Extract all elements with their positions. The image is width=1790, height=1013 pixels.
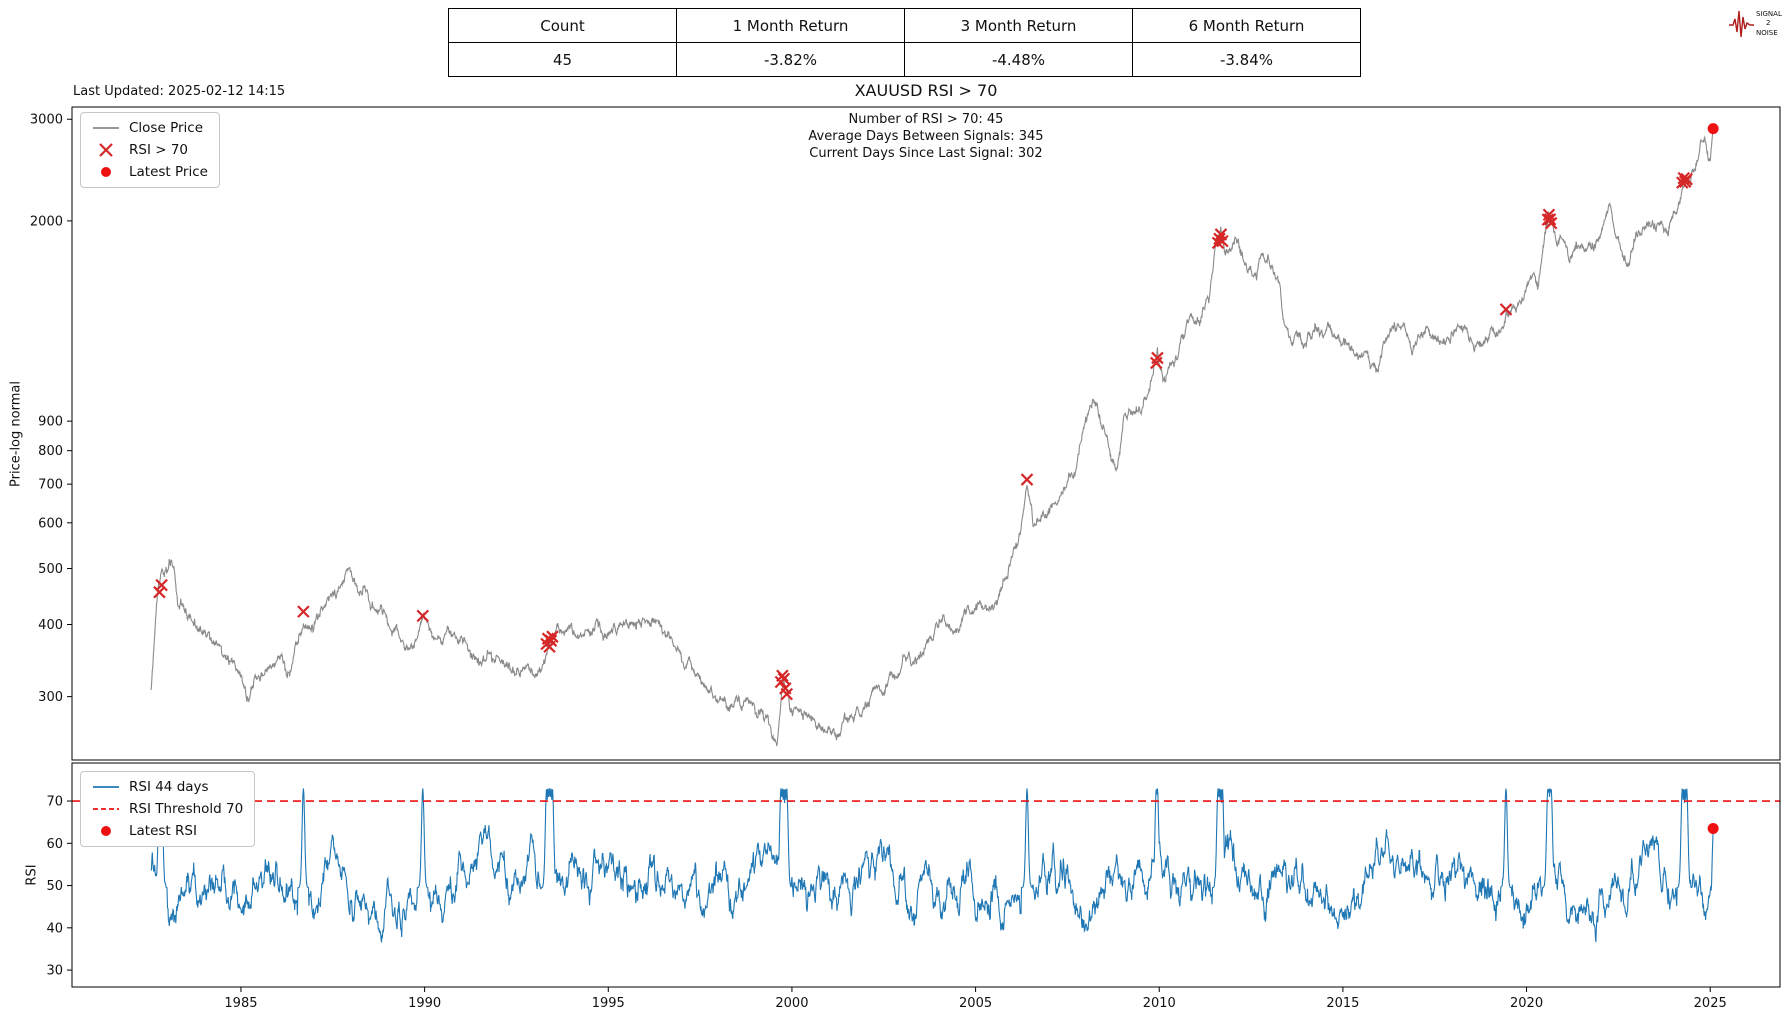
signal-x-marker [546,630,559,643]
price-y-tick-label: 400 [38,618,63,633]
rsi-y-tick-label: 40 [46,921,63,936]
x-tick-label: 2020 [1510,996,1543,1011]
return-3m-value: -4.48% [904,42,1133,77]
rsi-axis-label: RSI [24,864,40,886]
signal-x-marker [416,609,430,623]
legend-item-rsi-line: RSI 44 days [92,779,243,795]
rsi-threshold-dash-icon [92,803,120,815]
rsi-line [150,788,1714,943]
rsi-line-icon [92,781,120,793]
legend-item-latest-price: Latest Price [92,164,208,180]
waveform-icon [1729,10,1754,38]
price-y-tick-label: 3000 [30,113,63,128]
signal-x-marker [1544,216,1558,230]
price-y-tick-label: 600 [38,516,63,531]
price-y-tick-label: 500 [38,562,63,577]
rsi-signal-x-icon [92,143,120,157]
legend-label-rsi-line: RSI 44 days [129,779,209,795]
signal-x-marker [1020,473,1034,486]
legend-item-rsi-threshold: RSI Threshold 70 [92,801,243,817]
rsi-legend: RSI 44 days RSI Threshold 70 Latest RSI [80,771,256,847]
x-tick-label: 2025 [1694,996,1727,1011]
chart-title: XAUUSD RSI > 70 [854,81,998,100]
signal-x-marker [155,578,168,592]
signal-x-marker [1151,351,1164,365]
x-tick-label: 1985 [224,996,257,1011]
returns-table-header-row: Count 1 Month Return 3 Month Return 6 Mo… [448,8,1361,43]
legend-label-close-price: Close Price [129,120,203,136]
signal-x-marker [1543,213,1557,226]
rsi-y-tick-label: 70 [46,795,63,810]
signal-x-marker [1499,303,1513,316]
annotation-line: Current Days Since Last Signal: 302 [809,146,1043,161]
logo-text-bottom: NOISE [1756,29,1778,37]
signal-x-marker [1214,228,1228,241]
close-price-line-icon [92,122,120,134]
price-y-tick-label: 900 [38,415,63,430]
signal-x-marker [153,585,166,599]
legend-label-rsi-threshold: RSI Threshold 70 [129,801,244,817]
price-axis-label: Price-log normal [8,381,24,487]
rsi-y-tick-label: 60 [46,837,63,852]
signal-x-marker [1216,234,1229,248]
signal-x-marker [1680,172,1693,186]
price-legend: Close Price RSI > 70 Latest Price [80,112,220,188]
price-y-tick-label: 300 [38,690,63,705]
signal-stats-annotation: Number of RSI > 70: 45 Average Days Betw… [808,111,1043,162]
price-y-tick-label: 800 [38,444,63,459]
return-6m-value: -3.84% [1132,42,1361,77]
logo-text-mid: 2 [1766,19,1770,27]
count-header: Count [448,8,677,43]
latest-rsi-dot-icon [92,825,120,837]
returns-summary-table: Count 1 Month Return 3 Month Return 6 Mo… [448,8,1361,77]
x-tick-label: 2015 [1326,996,1359,1011]
signal-x-marker [779,682,792,695]
latest-price-dot-icon [92,166,120,178]
logo-text-top: SIGNAL [1756,10,1782,18]
legend-label-latest-price: Latest Price [129,164,208,180]
signal-x-marker [297,605,310,618]
x-tick-label: 1990 [408,996,441,1011]
rsi-y-tick-label: 50 [46,879,63,894]
x-tick-label: 2010 [1143,996,1176,1011]
rsi-y-tick-label: 30 [46,964,63,979]
rsi-plot-border [71,762,1781,988]
legend-item-rsi-signal: RSI > 70 [92,142,208,158]
count-value: 45 [448,42,677,77]
latest-price-marker [1707,123,1719,135]
signal-x-marker [780,687,794,701]
signal-x-marker [776,669,789,683]
x-tick-label: 1995 [592,996,625,1011]
last-updated-text: Last Updated: 2025-02-12 14:15 [73,84,286,99]
signal2noise-logo: SIGNAL 2 NOISE [1728,5,1784,41]
return-6m-header: 6 Month Return [1132,8,1361,43]
latest-rsi-marker [1707,823,1719,835]
x-tick-label: 2000 [775,996,808,1011]
annotation-line: Number of RSI > 70: 45 [848,112,1004,127]
legend-label-latest-rsi: Latest RSI [129,823,197,839]
price-plot-border [71,106,1781,761]
signal-x-marker [544,634,558,647]
x-tick-label: 2005 [959,996,992,1011]
signal-x-marker [1677,171,1691,185]
return-1m-value: -3.82% [676,42,905,77]
legend-label-rsi-signal: RSI > 70 [129,142,189,158]
legend-item-latest-rsi: Latest RSI [92,823,243,839]
legend-item-close-price: Close Price [92,120,208,136]
price-y-tick-label: 700 [38,478,63,493]
close-price-line [150,130,1714,747]
price-y-tick-label: 2000 [30,214,63,229]
returns-table-value-row: 45 -3.82% -4.48% -3.84% [448,42,1361,77]
annotation-line: Average Days Between Signals: 345 [808,129,1044,144]
